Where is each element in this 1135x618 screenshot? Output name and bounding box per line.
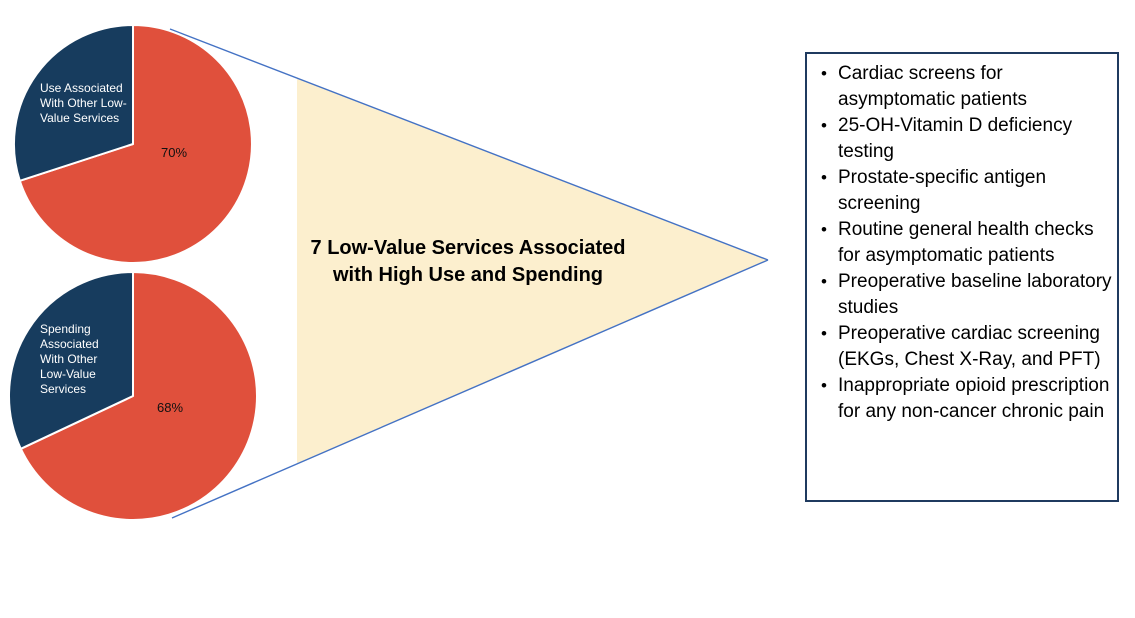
pie-spending-slice-red — [19, 271, 258, 521]
list-item: Prostate-specific antigen screening — [819, 165, 1113, 217]
list-item: 25-OH-Vitamin D deficiency testing — [819, 113, 1113, 165]
services-list-panel: Cardiac screens for asymptomatic patient… — [805, 52, 1119, 502]
list-item: Cardiac screens for asymptomatic patient… — [819, 61, 1113, 113]
connector-line-bottom — [171, 259, 769, 519]
funnel-title: 7 Low-Value Services Associated with Hig… — [310, 237, 626, 286]
pie-use-slice-navy — [12, 24, 134, 182]
pie-use-slice-red — [18, 24, 253, 264]
list-item: Routine general health checks for asympt… — [819, 217, 1113, 269]
pie-spending-slice-navy — [8, 271, 134, 450]
pie-spending-slice-label: Spending Associated With Other Low-Value… — [40, 322, 99, 396]
list-item: Inappropriate opioid prescription for an… — [819, 373, 1113, 425]
pie-use-slice-label: Use Associated With Other Low-Value Serv… — [40, 81, 127, 125]
pie-use-pct-label: 70% — [161, 145, 188, 160]
list-item: Preoperative baseline laboratory studies — [819, 269, 1113, 321]
list-item: Preoperative cardiac screening (EKGs, Ch… — [819, 321, 1113, 373]
services-list: Cardiac screens for asymptomatic patient… — [807, 54, 1117, 425]
connector-line-top — [169, 28, 769, 261]
pie-spending-pct-label: 68% — [157, 400, 184, 415]
pie-spending — [8, 271, 258, 521]
pie-use — [12, 24, 253, 264]
funnel-triangle — [297, 78, 768, 464]
